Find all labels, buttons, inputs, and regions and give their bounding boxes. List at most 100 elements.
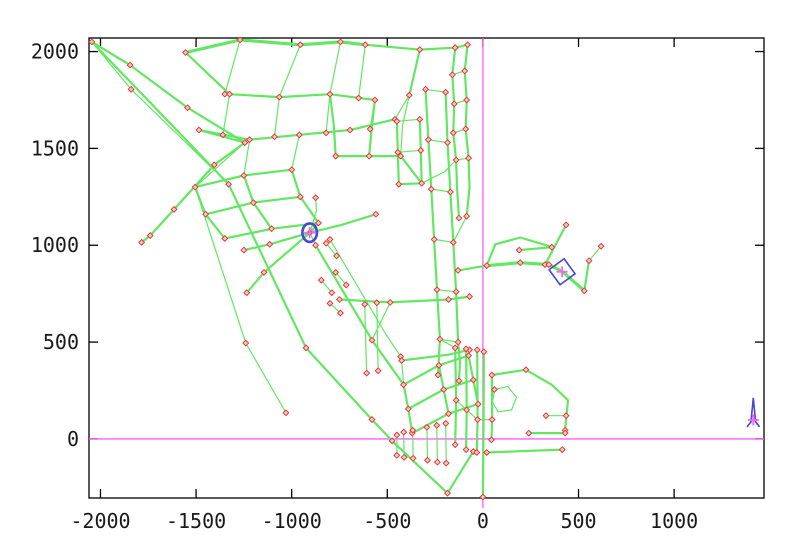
node-marker xyxy=(455,214,463,222)
node-marker xyxy=(183,104,191,112)
node-marker xyxy=(400,428,408,436)
network-edge xyxy=(401,360,405,385)
node-marker xyxy=(416,46,424,54)
node-marker xyxy=(466,293,474,301)
node-marker xyxy=(322,129,330,137)
node-marker xyxy=(270,133,278,141)
node-marker xyxy=(462,446,470,454)
node-marker xyxy=(416,115,424,123)
node-marker xyxy=(346,126,354,134)
node-marker xyxy=(182,49,190,57)
node-marker xyxy=(465,352,473,360)
node-marker xyxy=(240,246,248,254)
x-tick-label: -2000 xyxy=(70,509,130,533)
node-marker xyxy=(195,126,203,134)
node-marker xyxy=(363,369,371,377)
node-marker xyxy=(219,131,227,139)
node-marker xyxy=(473,346,481,354)
node-marker xyxy=(241,139,249,147)
network-edge xyxy=(91,40,246,144)
node-marker xyxy=(451,44,459,52)
node-marker xyxy=(404,405,412,413)
node-marker xyxy=(333,252,341,260)
node-marker xyxy=(191,183,199,191)
node-marker xyxy=(490,386,498,394)
node-marker xyxy=(394,148,402,156)
node-marker xyxy=(562,412,570,420)
node-marker xyxy=(452,288,460,296)
node-marker xyxy=(275,93,283,101)
node-marker xyxy=(464,41,472,49)
node-marker xyxy=(332,268,340,276)
node-marker xyxy=(488,371,496,379)
network-edge xyxy=(426,427,429,461)
network-edge xyxy=(140,141,246,244)
node-marker xyxy=(483,262,491,270)
network-edge xyxy=(421,159,457,184)
network-edge xyxy=(371,302,391,341)
node-marker xyxy=(221,234,229,242)
y-tick-label: 500 xyxy=(43,330,79,354)
node-marker xyxy=(314,219,322,227)
network-edge xyxy=(446,450,475,494)
node-marker xyxy=(450,100,458,108)
node-marker xyxy=(372,210,380,218)
network-edge xyxy=(485,236,553,267)
network-edge xyxy=(544,224,568,266)
network-edge xyxy=(431,188,451,193)
network-edge xyxy=(365,43,468,51)
network-edge xyxy=(436,339,441,376)
node-marker xyxy=(400,381,408,389)
node-marker xyxy=(317,276,325,284)
node-marker xyxy=(548,243,556,251)
node-marker xyxy=(373,299,381,307)
node-marker xyxy=(561,429,569,437)
node-marker xyxy=(326,235,334,243)
network-edge xyxy=(329,41,342,95)
poi-diamond-marker xyxy=(547,257,577,286)
node-marker xyxy=(422,85,430,93)
x-tick-label: 1000 xyxy=(650,509,698,533)
node-marker xyxy=(88,38,96,46)
node-marker xyxy=(440,386,448,394)
node-marker xyxy=(448,71,456,79)
network-edge xyxy=(394,94,410,120)
node-marker xyxy=(433,458,441,466)
network-edge xyxy=(491,386,518,413)
node-marker xyxy=(444,489,452,497)
node-marker xyxy=(462,125,470,133)
node-marker xyxy=(469,376,477,384)
network-edge xyxy=(91,41,449,494)
node-marker xyxy=(525,429,533,437)
network-edge xyxy=(434,238,454,243)
network-edge xyxy=(475,349,479,453)
node-marker xyxy=(465,154,473,162)
node-marker xyxy=(170,205,178,213)
node-marker xyxy=(562,221,570,229)
node-marker xyxy=(225,180,233,188)
node-marker xyxy=(417,146,425,154)
node-marker xyxy=(409,426,417,434)
node-marker xyxy=(146,232,154,240)
network-edge xyxy=(325,94,331,133)
network-edge xyxy=(444,92,460,343)
node-marker xyxy=(371,96,379,104)
node-marker xyxy=(246,136,254,144)
node-marker xyxy=(361,41,369,49)
node-marker xyxy=(479,493,487,501)
node-marker xyxy=(336,38,344,46)
node-marker xyxy=(126,61,134,69)
node-marker xyxy=(455,377,463,385)
node-marker xyxy=(312,194,320,202)
poi-ellipse-marker xyxy=(301,222,319,244)
node-marker xyxy=(516,259,524,267)
network-edge xyxy=(465,158,471,217)
network-edge xyxy=(519,246,552,252)
node-marker xyxy=(332,152,340,160)
network-edge xyxy=(481,351,485,498)
node-marker xyxy=(312,241,320,249)
node-marker xyxy=(393,431,401,439)
node-marker xyxy=(138,238,146,246)
node-marker xyxy=(395,180,403,188)
